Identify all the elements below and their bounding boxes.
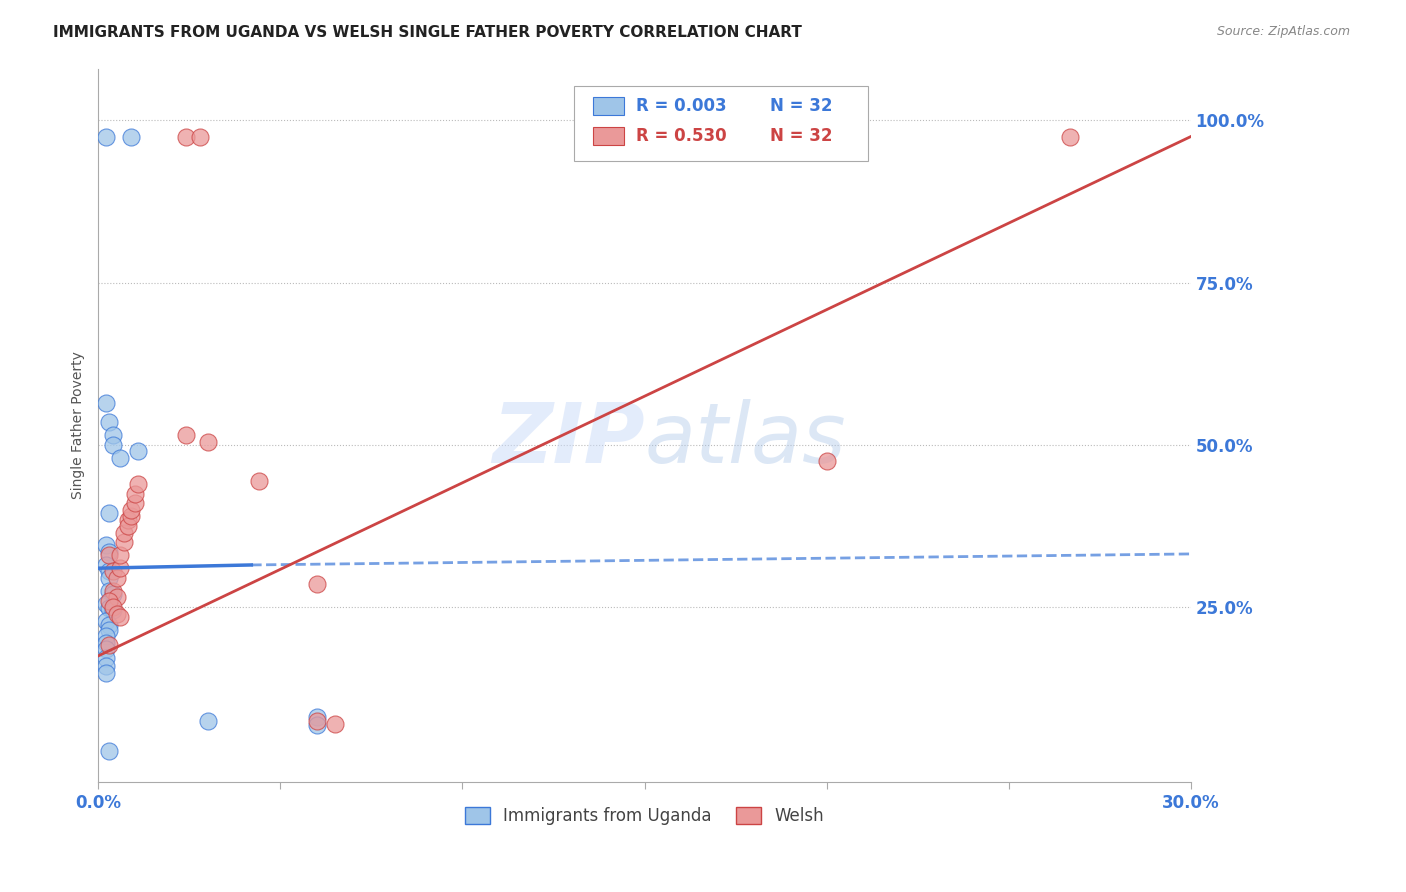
Welsh: [120, 509, 142, 524]
Welsh: [127, 476, 149, 491]
Welsh: [305, 577, 328, 591]
Welsh: [101, 600, 124, 615]
Welsh: [110, 610, 132, 624]
Immigrants from Uganda: [94, 629, 117, 643]
Text: R = 0.003: R = 0.003: [636, 97, 727, 115]
Welsh: [110, 548, 132, 562]
Legend: Immigrants from Uganda, Welsh: Immigrants from Uganda, Welsh: [454, 797, 834, 835]
Immigrants from Uganda: [94, 558, 117, 572]
Welsh: [98, 638, 121, 652]
Text: atlas: atlas: [644, 400, 846, 480]
FancyBboxPatch shape: [593, 127, 624, 145]
Welsh: [112, 535, 135, 549]
Welsh: [98, 593, 121, 607]
Welsh: [124, 496, 146, 510]
Welsh: [120, 503, 142, 517]
Welsh: [247, 474, 270, 488]
Immigrants from Uganda: [127, 444, 149, 458]
Welsh: [815, 454, 838, 468]
Immigrants from Uganda: [94, 666, 117, 681]
Immigrants from Uganda: [94, 615, 117, 629]
Text: R = 0.530: R = 0.530: [636, 128, 727, 145]
Text: ZIP: ZIP: [492, 400, 644, 480]
Immigrants from Uganda: [305, 718, 328, 732]
Welsh: [105, 591, 128, 605]
Immigrants from Uganda: [98, 506, 121, 520]
Immigrants from Uganda: [98, 545, 121, 559]
Welsh: [110, 561, 132, 575]
Text: N = 32: N = 32: [770, 128, 832, 145]
Welsh: [174, 428, 197, 442]
Immigrants from Uganda: [101, 587, 124, 601]
Immigrants from Uganda: [94, 539, 117, 553]
Immigrants from Uganda: [101, 428, 124, 442]
Immigrants from Uganda: [94, 395, 117, 409]
Immigrants from Uganda: [94, 642, 117, 657]
Welsh: [323, 717, 346, 731]
FancyBboxPatch shape: [574, 87, 869, 161]
Immigrants from Uganda: [98, 565, 121, 579]
Immigrants from Uganda: [94, 650, 117, 665]
Immigrants from Uganda: [98, 623, 121, 637]
Immigrants from Uganda: [94, 636, 117, 650]
Immigrants from Uganda: [305, 710, 328, 724]
Welsh: [174, 129, 197, 144]
Welsh: [101, 565, 124, 579]
Welsh: [101, 583, 124, 598]
Text: N = 32: N = 32: [770, 97, 832, 115]
Welsh: [197, 434, 219, 449]
Welsh: [124, 486, 146, 500]
FancyBboxPatch shape: [593, 97, 624, 115]
Text: Source: ZipAtlas.com: Source: ZipAtlas.com: [1216, 25, 1350, 38]
Immigrants from Uganda: [120, 129, 142, 144]
Welsh: [305, 714, 328, 728]
Welsh: [117, 512, 139, 526]
Welsh: [112, 525, 135, 540]
Welsh: [190, 129, 212, 144]
Welsh: [105, 571, 128, 585]
Immigrants from Uganda: [197, 714, 219, 728]
Immigrants from Uganda: [101, 438, 124, 452]
Immigrants from Uganda: [98, 571, 121, 585]
Immigrants from Uganda: [101, 603, 124, 617]
Immigrants from Uganda: [98, 744, 121, 758]
Welsh: [98, 548, 121, 562]
Immigrants from Uganda: [94, 658, 117, 673]
Immigrants from Uganda: [98, 583, 121, 598]
Text: IMMIGRANTS FROM UGANDA VS WELSH SINGLE FATHER POVERTY CORRELATION CHART: IMMIGRANTS FROM UGANDA VS WELSH SINGLE F…: [53, 25, 803, 40]
Immigrants from Uganda: [110, 450, 132, 465]
Immigrants from Uganda: [98, 618, 121, 632]
Welsh: [117, 519, 139, 533]
Welsh: [105, 607, 128, 621]
Welsh: [1059, 129, 1081, 144]
Immigrants from Uganda: [94, 597, 117, 611]
Y-axis label: Single Father Poverty: Single Father Poverty: [72, 351, 86, 500]
Immigrants from Uganda: [98, 601, 121, 615]
Immigrants from Uganda: [98, 415, 121, 429]
Immigrants from Uganda: [94, 129, 117, 144]
